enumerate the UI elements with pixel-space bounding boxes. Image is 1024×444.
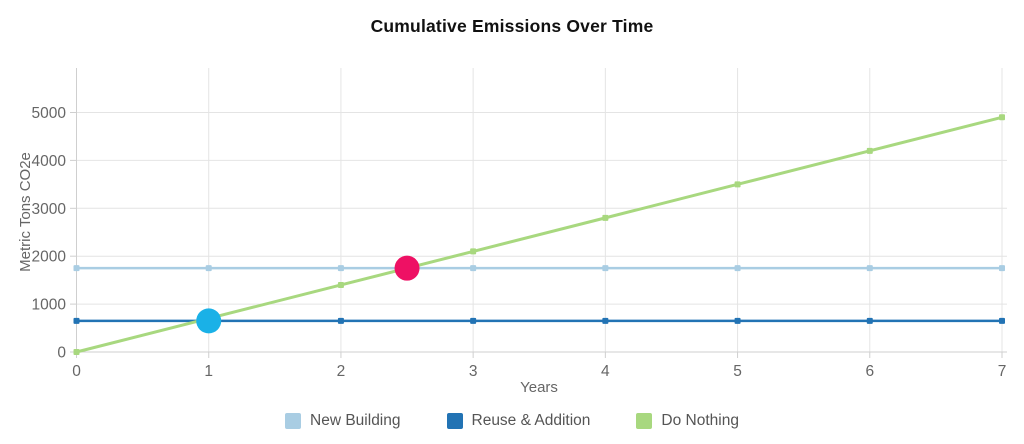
x-tick-label: 2 xyxy=(337,363,346,380)
chart-legend: New Building Reuse & Addition Do Nothing xyxy=(0,409,1024,433)
y-tick-label: 3000 xyxy=(32,201,67,218)
point-marker xyxy=(73,265,80,272)
x-tick-label: 4 xyxy=(601,363,610,380)
point-marker xyxy=(337,317,344,324)
legend-swatch-do-nothing xyxy=(636,413,653,429)
point-marker xyxy=(602,265,609,272)
point-marker xyxy=(866,317,873,324)
highlight-layer xyxy=(196,255,420,334)
legend-label-new-building: New Building xyxy=(310,412,401,429)
point-marker xyxy=(73,317,80,324)
label-layer: 0 1 2 3 4 5 6 7 0 1000 2000 3000 4000 5000 xyxy=(32,105,1007,380)
point-marker xyxy=(999,317,1005,324)
y-axis-title: Metric Tons CO2e xyxy=(17,152,34,272)
highlight-dot[interactable] xyxy=(394,255,420,281)
point-marker xyxy=(866,265,873,272)
point-marker xyxy=(337,281,344,288)
legend-swatch-new-building xyxy=(285,413,302,429)
point-marker xyxy=(205,265,212,272)
point-marker xyxy=(999,114,1005,121)
x-tick-label: 3 xyxy=(469,363,478,380)
x-tick-label: 0 xyxy=(72,363,81,380)
legend-swatch-reuse-addition xyxy=(446,413,463,429)
point-marker xyxy=(602,317,609,324)
point-marker xyxy=(602,214,609,221)
point-marker xyxy=(734,265,741,272)
legend-item-reuse-addition[interactable]: Reuse & Addition xyxy=(446,409,591,433)
series-line-2 xyxy=(76,115,1003,354)
point-marker xyxy=(73,349,80,355)
x-axis-title: Years xyxy=(520,379,558,396)
legend-label-reuse-addition: Reuse & Addition xyxy=(471,412,591,429)
point-marker xyxy=(734,181,741,188)
point-marker xyxy=(866,147,873,154)
point-marker xyxy=(999,265,1005,272)
y-tick-label: 5000 xyxy=(32,105,67,122)
x-tick-label: 5 xyxy=(733,363,742,380)
point-marker xyxy=(470,248,477,255)
y-tick-label: 0 xyxy=(57,345,66,362)
x-tick-label: 7 xyxy=(998,363,1007,380)
point-marker xyxy=(470,265,477,272)
y-tick-label: 4000 xyxy=(32,153,67,170)
highlight-dot[interactable] xyxy=(196,308,222,334)
point-marker xyxy=(470,317,477,324)
x-tick-label: 1 xyxy=(204,363,213,380)
legend-item-do-nothing[interactable]: Do Nothing xyxy=(636,409,739,433)
chart-title: Cumulative Emissions Over Time xyxy=(370,16,654,36)
y-tick-label: 2000 xyxy=(32,249,67,266)
grid-layer xyxy=(70,68,1007,358)
point-marker xyxy=(734,317,741,324)
point-marker xyxy=(337,265,344,272)
legend-item-new-building[interactable]: New Building xyxy=(285,409,401,433)
series-layer xyxy=(73,114,1005,355)
y-tick-label: 1000 xyxy=(32,297,67,314)
legend-label-do-nothing: Do Nothing xyxy=(661,412,739,429)
x-tick-label: 6 xyxy=(865,363,874,380)
